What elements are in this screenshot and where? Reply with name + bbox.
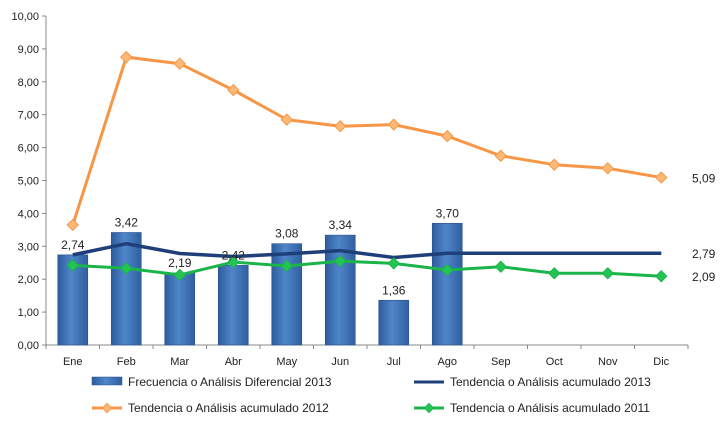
- y-tick-label: 5,00: [18, 176, 39, 188]
- y-tick-label: 3,00: [18, 241, 39, 253]
- diamond-marker: [387, 118, 400, 131]
- x-tick-label: Jun: [331, 356, 349, 368]
- legend-label: Frecuencia o Análisis Diferencial 2013: [128, 375, 332, 389]
- diamond-marker: [548, 267, 561, 280]
- bar-series: [57, 222, 463, 346]
- series-end-label: 2,09: [692, 270, 716, 284]
- diamond-marker: [494, 260, 507, 273]
- bar: [164, 272, 196, 346]
- legend-label: Tendencia o Análisis acumulado 2011: [450, 401, 650, 415]
- bar-data-label: 1,36: [382, 283, 406, 297]
- diamond-marker: [173, 57, 186, 70]
- y-tick-label: 10,00: [11, 11, 39, 23]
- legend-entry: Tendencia o Análisis acumulado 2011: [414, 401, 650, 415]
- x-tick-label: Dic: [653, 356, 669, 368]
- diamond-marker: [387, 257, 400, 270]
- diamond-marker: [441, 129, 454, 143]
- diamond-marker: [66, 218, 79, 232]
- legend-label: Tendencia o Análisis acumulado 2013: [450, 375, 651, 389]
- y-tick-label: 6,00: [18, 143, 39, 155]
- x-tick-label: Feb: [117, 356, 136, 368]
- diamond-marker: [494, 149, 507, 163]
- axes: 0,00 1,00 2,00 3,00 4,00 5,00 6,00 7,00 8,00 9,00…: [11, 11, 689, 368]
- diamond-marker: [280, 113, 293, 126]
- bar-data-label: 3,70: [436, 206, 460, 220]
- data-labels: 2,74 3,42 2,19 2,42 3,08 3,34 1,36 3,70 2,79 2,09…: [61, 172, 716, 298]
- legend-label: Tendencia o Análisis acumulado 2012: [128, 401, 329, 415]
- legend-entry: Tendencia o Análisis acumulado 2012: [92, 401, 329, 415]
- bar: [378, 299, 410, 346]
- diamond-marker: [227, 83, 240, 97]
- bar-data-label: 3,34: [329, 218, 353, 232]
- bar: [431, 222, 463, 346]
- bar-data-label: 2,19: [168, 256, 192, 270]
- y-tick-label: 9,00: [18, 44, 39, 56]
- diamond-marker: [280, 259, 293, 273]
- bar-data-label: 2,74: [61, 238, 85, 252]
- diamond-marker: [601, 267, 614, 280]
- y-tick-label: 7,00: [18, 110, 39, 122]
- series-end-label: 5,09: [692, 172, 716, 186]
- legend-marker: [101, 402, 113, 414]
- x-tick-label: Ene: [63, 356, 83, 368]
- diamond-marker: [120, 50, 133, 64]
- series-line: [71, 55, 662, 226]
- bar: [217, 265, 249, 346]
- series-line: [72, 241, 662, 260]
- bar: [110, 232, 142, 346]
- y-tick-label: 8,00: [18, 77, 39, 89]
- bar-data-label: 3,08: [275, 227, 299, 241]
- x-tick-label: Mar: [170, 356, 189, 368]
- x-tick-label: Jul: [387, 356, 401, 368]
- diamond-marker: [334, 120, 347, 133]
- legend-marker: [423, 402, 435, 414]
- series-line: [72, 259, 662, 278]
- legend: Frecuencia o Análisis Diferencial 2013 Te…: [91, 375, 651, 415]
- diamond-marker: [173, 268, 186, 282]
- bar-data-label: 3,42: [115, 215, 139, 229]
- legend-entry: Tendencia o Análisis acumulado 2013: [414, 375, 651, 389]
- y-tick-label: 0,00: [18, 340, 39, 352]
- diamond-marker: [548, 158, 561, 171]
- y-tick-label: 1,00: [18, 307, 39, 319]
- y-tick-label: 4,00: [18, 208, 39, 220]
- line-series: [66, 50, 668, 283]
- diamond-marker: [334, 254, 347, 268]
- series-end-label: 2,79: [692, 247, 716, 261]
- diamond-marker: [66, 259, 79, 272]
- diamond-marker: [441, 263, 454, 277]
- x-tick-label: May: [276, 356, 297, 368]
- bar-data-label: 2,42: [222, 248, 246, 262]
- diamond-marker: [655, 171, 668, 184]
- diamond-marker: [655, 270, 668, 283]
- y-tick-label: 2,00: [18, 274, 39, 286]
- bar: [271, 243, 303, 346]
- diamond-marker: [601, 162, 614, 175]
- x-tick-label: Ago: [437, 356, 457, 368]
- diamond-marker: [120, 262, 133, 275]
- x-tick-label: Abr: [225, 356, 242, 368]
- legend-swatch: [91, 376, 123, 386]
- legend-entry: Frecuencia o Análisis Diferencial 2013: [91, 375, 332, 389]
- x-tick-label: Sep: [491, 356, 511, 368]
- x-tick-label: Nov: [598, 356, 618, 368]
- x-tick-label: Oct: [546, 356, 563, 368]
- diamond-marker: [227, 255, 240, 269]
